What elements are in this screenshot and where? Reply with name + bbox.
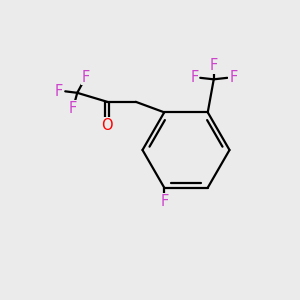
Text: F: F <box>229 70 237 85</box>
Text: F: F <box>160 194 168 209</box>
Text: F: F <box>55 84 63 99</box>
Text: F: F <box>210 58 218 73</box>
Text: F: F <box>190 70 198 85</box>
Text: F: F <box>82 70 90 85</box>
Text: F: F <box>69 101 77 116</box>
Text: O: O <box>101 118 113 133</box>
